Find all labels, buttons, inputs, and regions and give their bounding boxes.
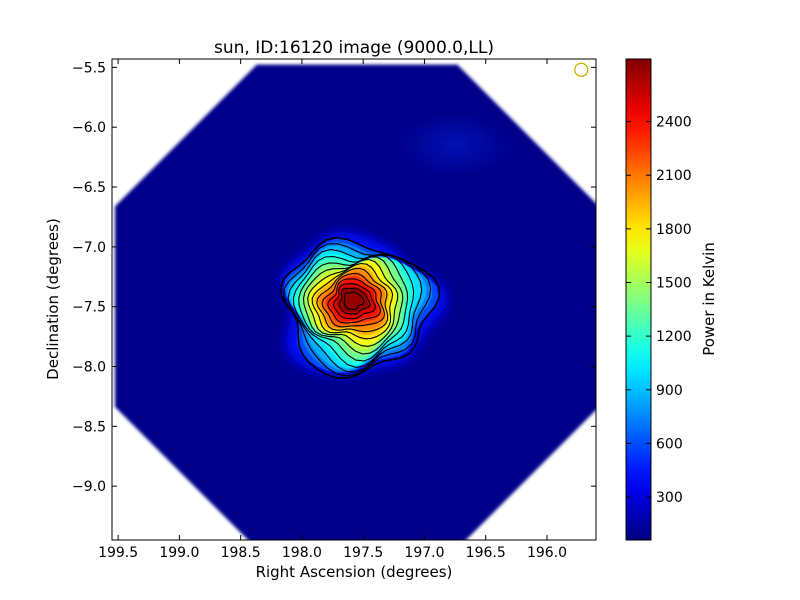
colorbar-tick-label: 300	[656, 490, 683, 506]
colorbar-axis: 300 600 900 1200 1500 1800 2100 2400	[626, 115, 692, 506]
x-tick-label: 196.0	[527, 545, 567, 561]
x-tick-label: 198.5	[221, 545, 261, 561]
x-tick-label: 196.5	[466, 545, 506, 561]
faint-emission	[400, 113, 510, 177]
colorbar-tick-label: 1200	[656, 329, 692, 345]
y-tick-label: −6.0	[72, 120, 106, 136]
axes-frame	[111, 58, 597, 541]
colorbar-tick-label: 1500	[656, 276, 692, 292]
colorbar-tick-label: 1800	[656, 222, 692, 238]
x-tick-label: 198.0	[282, 545, 322, 561]
contour-line	[338, 287, 371, 315]
contour-line	[307, 258, 399, 347]
y-tick-label: −5.5	[72, 60, 106, 76]
colorbar-tick-label: 2400	[656, 115, 692, 131]
contour-line	[343, 291, 365, 311]
contour-line	[316, 267, 389, 333]
y-axis: −5.5 −6.0 −6.5 −7.0 −7.5 −8.0 −8.5 −9.0	[72, 60, 596, 495]
y-tick-label: −9.0	[72, 479, 106, 495]
contour-line	[298, 254, 409, 362]
contour-line	[292, 253, 415, 368]
y-tick-label: −8.0	[72, 360, 106, 376]
contour-line	[321, 272, 386, 328]
x-tick-label: 199.0	[159, 545, 199, 561]
colorbar-tick-label: 900	[656, 383, 683, 399]
contour-line	[332, 283, 377, 320]
contour-line	[327, 278, 381, 324]
colorbar-label: Power in Kelvin	[700, 242, 718, 356]
y-tick-label: −8.5	[72, 419, 106, 435]
chart-title: sun, ID:16120 image (9000.0,LL)	[214, 38, 494, 58]
colorbar	[625, 58, 652, 541]
y-tick-label: −6.5	[72, 180, 106, 196]
plot-area	[112, 59, 596, 540]
x-axis-label: Right Ascension (degrees)	[256, 563, 453, 581]
y-axis-label: Declination (degrees)	[44, 218, 62, 380]
x-axis: 199.5 199.0 198.5 198.0 197.5 197.0 196.5 196.0	[98, 59, 567, 561]
y-tick-label: −7.5	[72, 300, 106, 316]
y-tick-label: −7.0	[72, 240, 106, 256]
beam-marker	[574, 62, 589, 77]
x-tick-label: 197.0	[404, 545, 444, 561]
contour-line	[311, 262, 394, 340]
contour-line	[302, 256, 404, 355]
emission-level	[339, 288, 368, 313]
contour-lines	[279, 236, 441, 379]
colorbar-tick-label: 600	[656, 436, 683, 452]
x-tick-label: 199.5	[98, 545, 138, 561]
colorbar-tick-label: 2100	[656, 168, 692, 184]
x-tick-label: 197.5	[343, 545, 383, 561]
